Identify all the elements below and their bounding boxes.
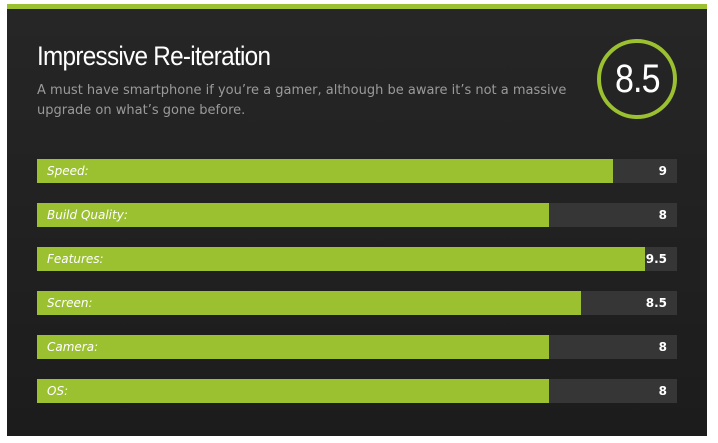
rating-list: Speed: 9 Build Quality: 8 Features: 9.5 …: [37, 159, 677, 423]
overall-score-value: 8.5: [614, 57, 661, 101]
rating-bar-fill: [37, 247, 645, 271]
rating-row-screen: Screen: 8.5: [37, 291, 677, 315]
rating-value: 9: [658, 164, 667, 178]
rating-row-os: OS: 8: [37, 379, 677, 403]
rating-bar-fill: [37, 335, 549, 359]
rating-label: OS:: [47, 384, 69, 398]
rating-value: 8.5: [645, 296, 667, 310]
rating-bar-fill: [37, 159, 613, 183]
review-summary: A must have smartphone if you’re a gamer…: [37, 83, 567, 118]
rating-value: 8: [658, 340, 667, 354]
rating-label: Screen:: [47, 296, 93, 310]
rating-bar-fill: [37, 203, 549, 227]
rating-row-camera: Camera: 8: [37, 335, 677, 359]
rating-bar-fill: [37, 379, 549, 403]
rating-label: Build Quality:: [47, 208, 128, 222]
rating-value: 8: [658, 384, 667, 398]
rating-label: Features:: [47, 252, 104, 266]
review-title: Impressive Re-iteration: [37, 41, 271, 71]
rating-row-features: Features: 9.5: [37, 247, 677, 271]
rating-value: 9.5: [645, 252, 667, 266]
rating-bar-fill: [37, 291, 581, 315]
overall-score-badge: 8.5: [597, 39, 677, 119]
rating-row-speed: Speed: 9: [37, 159, 677, 183]
rating-label: Camera:: [47, 340, 99, 354]
rating-label: Speed:: [47, 164, 89, 178]
rating-value: 8: [658, 208, 667, 222]
review-box: Impressive Re-iteration A must have smar…: [7, 4, 707, 436]
rating-row-build-quality: Build Quality: 8: [37, 203, 677, 227]
